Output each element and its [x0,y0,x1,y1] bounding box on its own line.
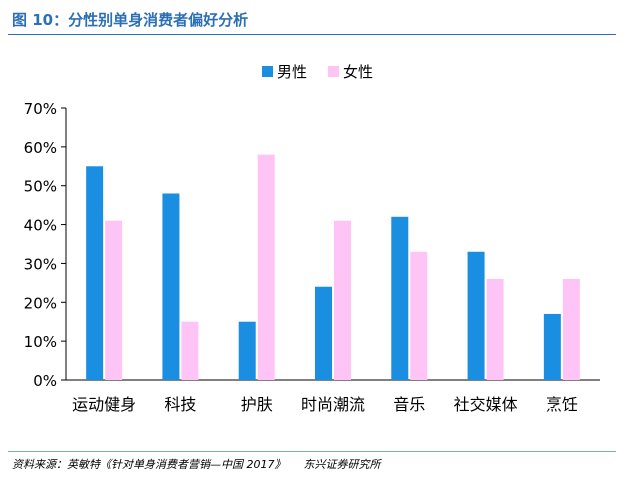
female-bar [257,154,275,380]
male-bar [543,313,561,380]
female-bar [410,251,428,380]
y-tick-label: 20% [24,294,57,312]
male-bar [238,321,256,380]
legend-label: 男性 [277,63,307,81]
legend-label: 女性 [343,63,373,81]
male-legend-swatch [262,66,273,77]
y-tick-label: 50% [24,178,57,196]
male-bar [162,193,180,380]
source-text: 资料来源：英敏特《针对单身消费者营销—中国 2017》 [12,458,286,471]
female-bar [486,278,504,380]
male-bar [315,286,332,380]
male-bar [467,251,485,380]
female-bar [334,220,351,380]
y-tick-label: 10% [24,333,57,351]
y-tick-label: 0% [33,372,57,390]
female-bar [105,220,123,380]
x-category-label: 社交媒体 [454,395,518,414]
male-bar [391,216,409,380]
female-bar [562,278,580,380]
x-category-label: 音乐 [393,395,425,414]
female-bar [181,321,199,380]
x-category-label: 护肤 [241,395,273,414]
y-tick-label: 30% [24,255,57,273]
x-category-label: 运动健身 [72,395,136,414]
x-category-label: 科技 [164,395,196,414]
y-tick-label: 70% [24,100,57,118]
y-tick-label: 60% [24,139,57,157]
source-note: 资料来源：英敏特《针对单身消费者营销—中国 2017》 东兴证券研究所 [12,456,381,472]
figure-title: 图 10：分性别单身消费者偏好分析 [12,11,249,29]
male-bar [86,166,104,380]
footer-divider [8,451,616,452]
title-divider [8,34,616,35]
x-category-label: 时尚潮流 [301,395,365,414]
y-tick-label: 40% [24,217,57,235]
source-organization: 东兴证券研究所 [303,458,381,471]
x-category-label: 烹饪 [546,395,578,414]
female-legend-swatch [328,66,339,77]
bar-chart: 0% 10% 20% 30% 40% 50% 60% 70% 运动健身 科技 护肤 时尚潮流 音乐 社交媒… [24,63,600,414]
